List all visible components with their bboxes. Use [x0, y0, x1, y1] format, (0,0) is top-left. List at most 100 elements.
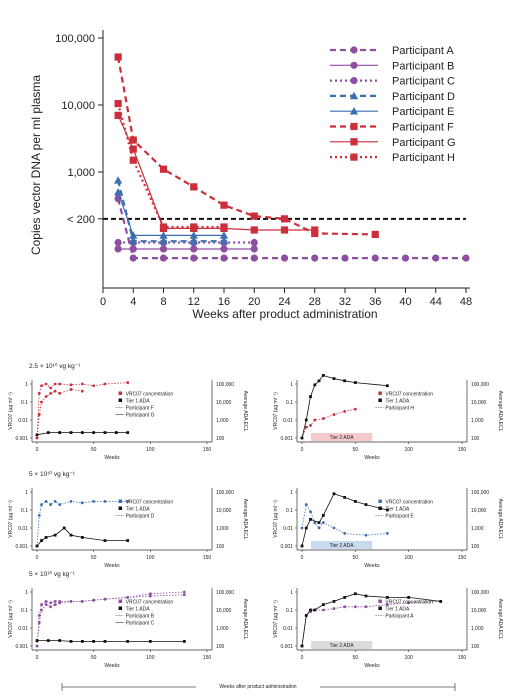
data-point	[129, 231, 138, 239]
data-point	[309, 608, 312, 612]
data-point	[113, 188, 123, 196]
data-point	[159, 245, 168, 253]
main-x-axis-label: Weeks after product administration	[192, 307, 377, 321]
data-point	[220, 201, 228, 209]
data-point	[114, 111, 122, 119]
main-y-axis-label: Copies vector DNA per ml plasma	[29, 75, 43, 255]
data-point	[53, 389, 57, 393]
x-axis-label: Weeks	[364, 455, 380, 461]
y-tick-label: 1	[25, 382, 28, 388]
y2-axis-label: Average ADA ECL	[242, 391, 248, 432]
data-point	[182, 590, 186, 594]
data-point	[46, 431, 50, 434]
data-point	[332, 377, 336, 380]
x-tick-label: 50	[353, 555, 359, 561]
x-tick-label: 32	[339, 296, 351, 308]
legend-entry: VRC07 concentration	[118, 391, 173, 398]
data-point	[40, 603, 43, 606]
data-point	[92, 384, 96, 388]
x-tick-label: 8	[160, 296, 166, 308]
legend-marker	[378, 599, 382, 603]
data-point	[304, 503, 308, 506]
legend-entry: Participant A	[330, 45, 454, 57]
y2-tick-label: 1,000	[471, 418, 484, 424]
data-point	[385, 596, 389, 599]
legend-marker	[349, 107, 359, 115]
panel-1: 2.5 × 10¹⁰ vg kg⁻¹ 1 0.1 0.01 0.001 100,000 10…	[8, 362, 248, 461]
legend-label: Participant G	[126, 413, 155, 419]
data-point	[37, 413, 41, 416]
data-point	[35, 436, 39, 440]
series-tier-1-ada	[35, 639, 186, 643]
data-point	[129, 245, 137, 253]
data-point	[35, 433, 39, 437]
data-point	[190, 254, 198, 262]
x-tick-label: 100	[404, 555, 413, 561]
y-tick-label: 0.001	[280, 644, 293, 650]
legend-entry: Participant A	[375, 614, 414, 620]
x-tick-label: 50	[91, 447, 97, 453]
x-tick-label: 0	[36, 447, 39, 453]
data-point	[364, 533, 368, 537]
data-point	[44, 536, 48, 539]
data-point	[309, 510, 312, 514]
y2-tick-label: 100,000	[216, 590, 234, 596]
data-point	[35, 644, 39, 648]
tier2-band	[311, 641, 373, 649]
data-point	[114, 238, 122, 247]
data-point	[313, 608, 317, 612]
data-point	[103, 597, 107, 601]
data-point	[126, 500, 130, 503]
legend-entry: VRC07 concentration	[378, 391, 433, 398]
data-point	[126, 381, 130, 384]
legend-label: Tier 1 ADA	[385, 399, 410, 405]
data-point	[103, 640, 107, 643]
data-point	[189, 231, 198, 239]
data-point	[313, 383, 317, 387]
y2-tick-label: 100,000	[471, 382, 489, 388]
legend-entry: Participant E	[375, 514, 414, 520]
data-point	[80, 640, 84, 643]
legend-label: Participant D	[392, 91, 455, 103]
data-point	[189, 237, 198, 245]
legend-label: Participant A	[385, 614, 414, 620]
series-participant-f	[114, 53, 379, 238]
x-tick-label: 0	[100, 296, 106, 308]
legend-label: Participant E	[385, 514, 414, 520]
data-point	[44, 500, 48, 503]
data-point	[44, 382, 48, 386]
data-point	[103, 500, 107, 503]
data-point	[313, 521, 317, 524]
tier2-band-label: Tier 2 ADA	[330, 435, 355, 441]
data-point	[190, 245, 198, 253]
x-tick-label: 50	[353, 447, 359, 453]
x-tick-label: 150	[203, 655, 212, 661]
data-point	[432, 254, 440, 262]
data-point	[58, 392, 62, 395]
legend-label: VRC07 concentration	[385, 600, 433, 606]
y-tick-label: 0.01	[18, 418, 28, 424]
legend-marker	[118, 398, 123, 402]
legend-label: Participant H	[385, 406, 414, 412]
data-point	[80, 600, 84, 603]
series-participant-g	[35, 388, 84, 440]
y-tick-label: 0.001	[15, 544, 28, 550]
legend-label: Participant B	[126, 614, 155, 620]
data-point	[114, 53, 122, 61]
data-point	[49, 386, 52, 390]
tier2-band	[311, 433, 373, 441]
data-point	[321, 417, 325, 420]
data-point	[92, 500, 96, 503]
data-point	[343, 605, 347, 609]
x-tick-label: 150	[203, 447, 212, 453]
data-point	[69, 388, 73, 391]
main-series	[113, 53, 470, 262]
legend-label: Tier 1 ADA	[126, 507, 151, 513]
y2-tick-label: 100	[471, 544, 480, 550]
data-point	[80, 536, 84, 539]
data-point	[129, 237, 138, 245]
legend-marker	[118, 599, 123, 603]
data-point	[300, 436, 304, 440]
data-point	[114, 99, 122, 108]
y-axis-label: VRC07 (µg ml⁻¹)	[8, 500, 14, 538]
